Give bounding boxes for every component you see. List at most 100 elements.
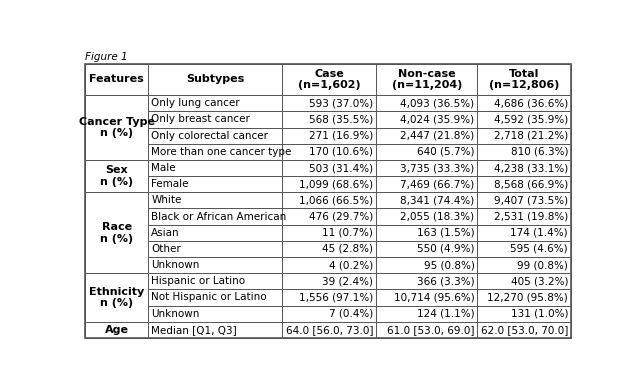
Bar [477, 176, 571, 192]
Text: More than one cancer type: More than one cancer type [151, 147, 292, 157]
Bar [85, 160, 148, 192]
Bar [85, 95, 148, 160]
Text: Subtypes: Subtypes [186, 74, 244, 84]
Bar [477, 322, 571, 338]
Bar [282, 144, 376, 160]
Text: 593 (37.0%): 593 (37.0%) [309, 98, 373, 108]
Bar [85, 273, 148, 322]
Text: 9,407 (73.5%): 9,407 (73.5%) [494, 195, 568, 205]
Bar [148, 241, 282, 257]
Text: Black or African American: Black or African American [151, 211, 287, 221]
Bar [282, 306, 376, 322]
Text: 7 (0.4%): 7 (0.4%) [329, 309, 373, 319]
Text: 568 (35.5%): 568 (35.5%) [309, 115, 373, 124]
Text: 62.0 [53.0, 70.0]: 62.0 [53.0, 70.0] [481, 325, 568, 335]
Bar [376, 306, 477, 322]
Text: Ethnicity
n (%): Ethnicity n (%) [89, 286, 144, 308]
Bar [376, 64, 477, 95]
Text: 1,099 (68.6%): 1,099 (68.6%) [299, 179, 373, 189]
Text: White: White [151, 195, 182, 205]
Bar [148, 290, 282, 306]
Text: 3,735 (33.3%): 3,735 (33.3%) [400, 163, 474, 173]
Bar [148, 192, 282, 208]
Bar [148, 257, 282, 273]
Text: 4,093 (36.5%): 4,093 (36.5%) [400, 98, 474, 108]
Text: 12,270 (95.8%): 12,270 (95.8%) [487, 293, 568, 303]
Bar [376, 257, 477, 273]
Bar [376, 192, 477, 208]
Text: 64.0 [56.0, 73.0]: 64.0 [56.0, 73.0] [285, 325, 373, 335]
Text: 4 (0.2%): 4 (0.2%) [329, 260, 373, 270]
Bar [148, 176, 282, 192]
Text: 2,718 (21.2%): 2,718 (21.2%) [494, 131, 568, 141]
Bar [282, 192, 376, 208]
Text: 8,568 (66.9%): 8,568 (66.9%) [494, 179, 568, 189]
Text: 45 (2.8%): 45 (2.8%) [322, 244, 373, 254]
Text: Unknown: Unknown [151, 260, 200, 270]
Text: 170 (10.6%): 170 (10.6%) [309, 147, 373, 157]
Text: 95 (0.8%): 95 (0.8%) [424, 260, 474, 270]
Bar [148, 273, 282, 290]
Bar [282, 241, 376, 257]
Text: 366 (3.3%): 366 (3.3%) [417, 276, 474, 286]
Bar [477, 95, 571, 111]
Bar [148, 128, 282, 144]
Bar [282, 208, 376, 225]
Text: 2,531 (19.8%): 2,531 (19.8%) [494, 211, 568, 221]
Text: Figure 1: Figure 1 [85, 52, 127, 62]
Bar [477, 290, 571, 306]
Bar [148, 160, 282, 176]
Text: 7,469 (66.7%): 7,469 (66.7%) [400, 179, 474, 189]
Text: 640 (5.7%): 640 (5.7%) [417, 147, 474, 157]
Bar [376, 160, 477, 176]
Text: 2,055 (18.3%): 2,055 (18.3%) [400, 211, 474, 221]
Bar [477, 273, 571, 290]
Bar [477, 306, 571, 322]
Text: 476 (29.7%): 476 (29.7%) [309, 211, 373, 221]
Bar [477, 257, 571, 273]
Bar [282, 273, 376, 290]
Bar [148, 322, 282, 338]
Bar [477, 241, 571, 257]
Bar [282, 322, 376, 338]
Bar [477, 64, 571, 95]
Bar [477, 160, 571, 176]
Text: Not Hispanic or Latino: Not Hispanic or Latino [151, 293, 267, 303]
Text: Case
(n=1,602): Case (n=1,602) [298, 69, 360, 90]
Text: Race
n (%): Race n (%) [100, 222, 133, 244]
Bar [148, 306, 282, 322]
Text: 39 (2.4%): 39 (2.4%) [322, 276, 373, 286]
Bar [282, 128, 376, 144]
Text: 163 (1.5%): 163 (1.5%) [417, 228, 474, 238]
Text: Total
(n=12,806): Total (n=12,806) [489, 69, 559, 90]
Bar [282, 64, 376, 95]
Bar [148, 95, 282, 111]
Bar [376, 144, 477, 160]
Bar [376, 111, 477, 128]
Text: 4,024 (35.9%): 4,024 (35.9%) [400, 115, 474, 124]
Bar [477, 128, 571, 144]
Text: 4,592 (35.9%): 4,592 (35.9%) [494, 115, 568, 124]
Text: Age: Age [104, 325, 129, 335]
Text: Unknown: Unknown [151, 309, 200, 319]
Text: Sex
n (%): Sex n (%) [100, 165, 133, 187]
Bar [282, 160, 376, 176]
Text: 271 (16.9%): 271 (16.9%) [309, 131, 373, 141]
Bar [477, 111, 571, 128]
Bar [477, 225, 571, 241]
Text: Median [Q1, Q3]: Median [Q1, Q3] [151, 325, 237, 335]
Bar [376, 128, 477, 144]
Bar [376, 95, 477, 111]
Text: Only lung cancer: Only lung cancer [151, 98, 240, 108]
Bar [376, 290, 477, 306]
Text: 8,341 (74.4%): 8,341 (74.4%) [400, 195, 474, 205]
Text: 131 (1.0%): 131 (1.0%) [511, 309, 568, 319]
Text: 1,556 (97.1%): 1,556 (97.1%) [299, 293, 373, 303]
Bar [376, 322, 477, 338]
Bar [376, 208, 477, 225]
Text: Female: Female [151, 179, 189, 189]
Text: 11 (0.7%): 11 (0.7%) [323, 228, 373, 238]
Bar [376, 241, 477, 257]
Bar [376, 225, 477, 241]
Text: 174 (1.4%): 174 (1.4%) [511, 228, 568, 238]
